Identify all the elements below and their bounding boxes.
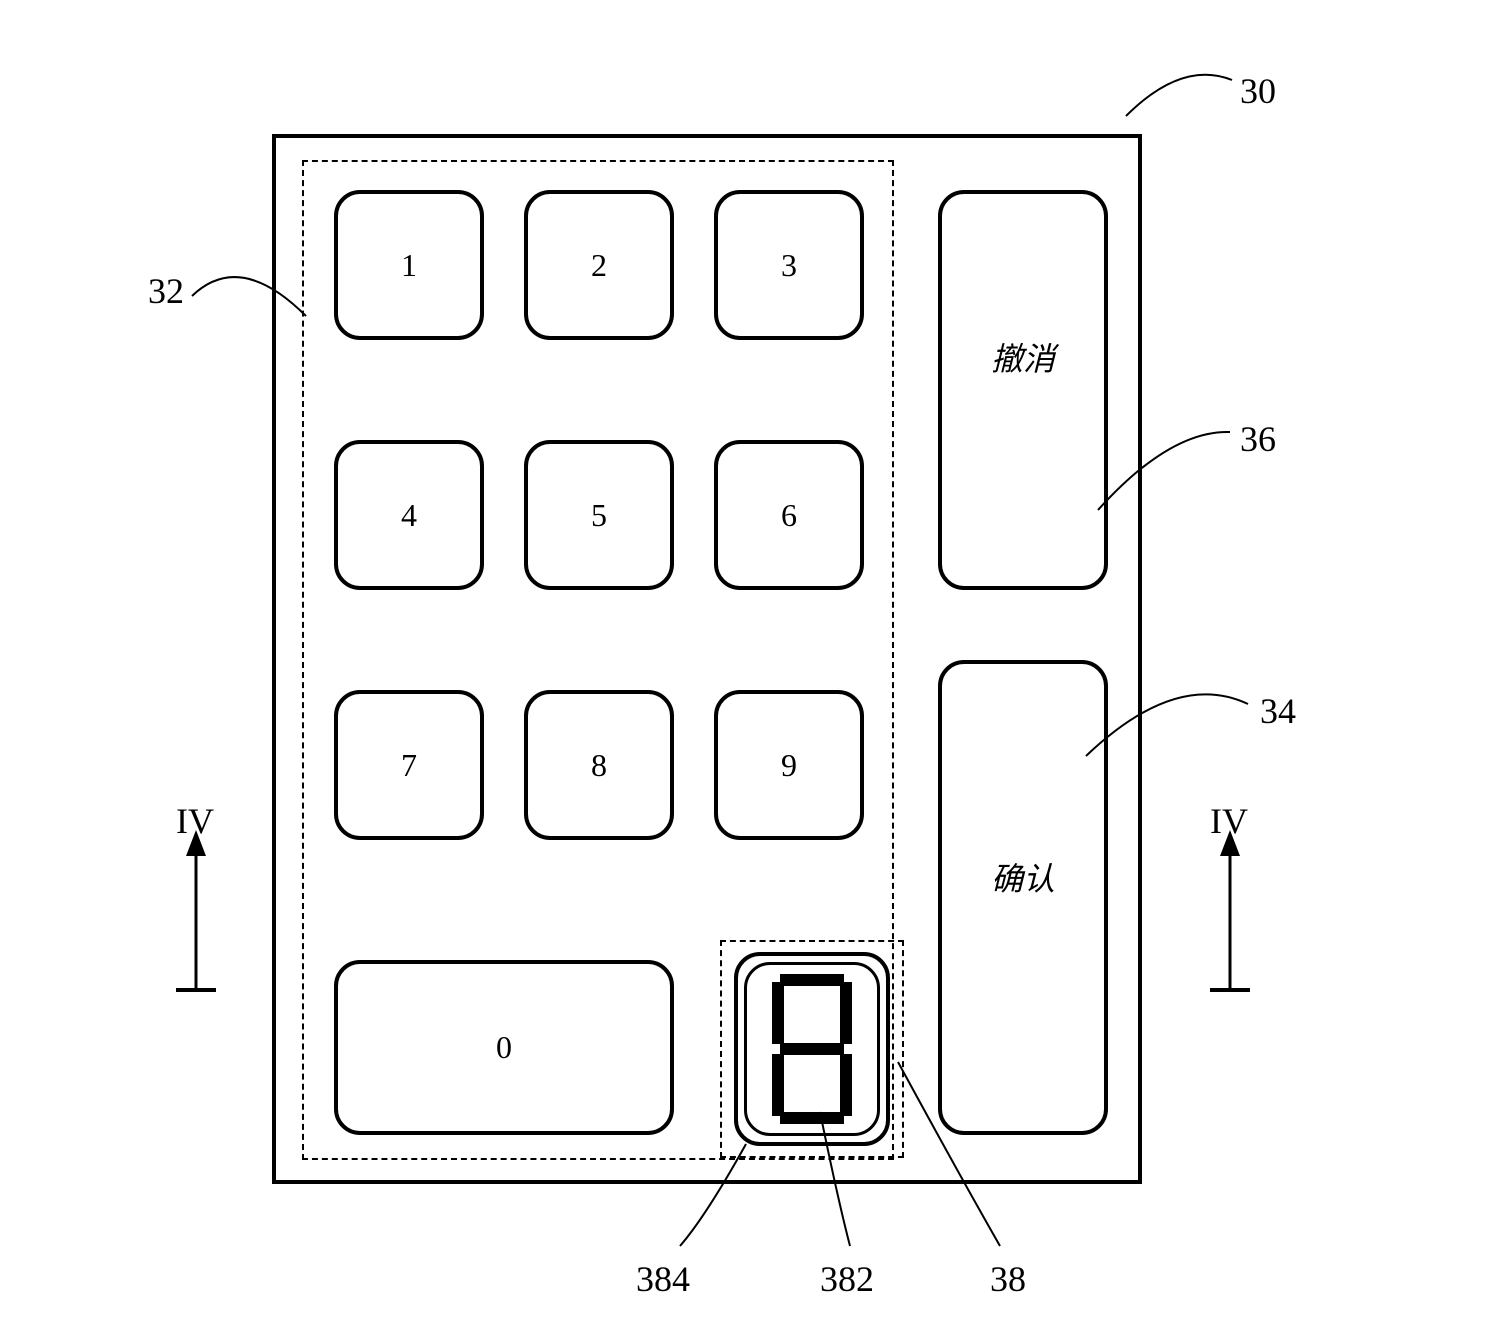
- key-7-label: 7: [401, 747, 417, 784]
- seg-a: [780, 974, 844, 986]
- section-marker-left-label: IV: [176, 800, 214, 842]
- seg-c: [840, 1054, 852, 1116]
- key-0[interactable]: 0: [334, 960, 674, 1135]
- seg-f: [772, 982, 784, 1044]
- confirm-button-label: 确认: [991, 854, 1055, 900]
- key-1[interactable]: 1: [334, 190, 484, 340]
- key-5[interactable]: 5: [524, 440, 674, 590]
- key-8[interactable]: 8: [524, 690, 674, 840]
- section-marker-right-label: IV: [1210, 800, 1248, 842]
- key-9-label: 9: [781, 747, 797, 784]
- key-6-label: 6: [781, 497, 797, 534]
- key-4-label: 4: [401, 497, 417, 534]
- key-9[interactable]: 9: [714, 690, 864, 840]
- key-4[interactable]: 4: [334, 440, 484, 590]
- callout-32: 32: [148, 270, 184, 312]
- section-arrow-left: [176, 830, 216, 990]
- key-2[interactable]: 2: [524, 190, 674, 340]
- seg-g: [780, 1043, 844, 1055]
- callout-384: 384: [636, 1258, 690, 1300]
- callout-34: 34: [1260, 690, 1296, 732]
- diagram-page: 1 2 3 4 5 6 7 8 9 0 撤消 确认 30 32: [0, 0, 1494, 1330]
- key-3-label: 3: [781, 247, 797, 284]
- callout-36: 36: [1240, 418, 1276, 460]
- seg-b: [840, 982, 852, 1044]
- confirm-button[interactable]: 确认: [938, 660, 1108, 1135]
- callout-30: 30: [1240, 70, 1276, 112]
- key-2-label: 2: [591, 247, 607, 284]
- seg-e: [772, 1054, 784, 1116]
- cancel-button-label: 撤消: [991, 334, 1055, 380]
- key-5-label: 5: [591, 497, 607, 534]
- key-1-label: 1: [401, 247, 417, 284]
- leader-30: [1126, 75, 1232, 116]
- key-6[interactable]: 6: [714, 440, 864, 590]
- callout-38: 38: [990, 1258, 1026, 1300]
- key-7[interactable]: 7: [334, 690, 484, 840]
- key-8-label: 8: [591, 747, 607, 784]
- key-0-label: 0: [496, 1029, 512, 1066]
- seg-d: [780, 1112, 844, 1124]
- callout-382: 382: [820, 1258, 874, 1300]
- section-arrow-right: [1210, 830, 1250, 990]
- cancel-button[interactable]: 撤消: [938, 190, 1108, 590]
- key-3[interactable]: 3: [714, 190, 864, 340]
